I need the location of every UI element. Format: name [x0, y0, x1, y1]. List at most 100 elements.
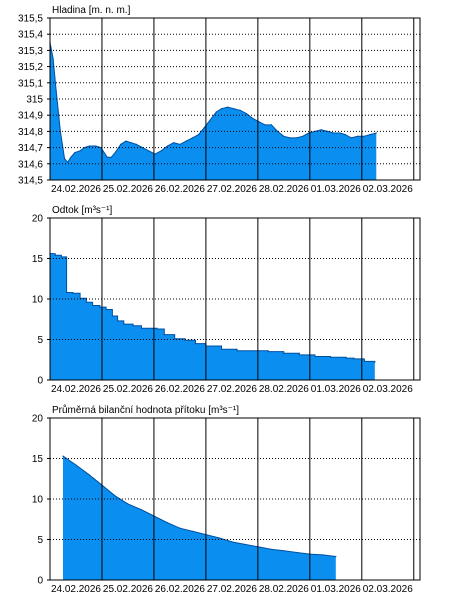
data-point: [106, 156, 108, 158]
data-point: [345, 357, 347, 359]
data-point: [179, 143, 181, 145]
y-tick-label: 314,8: [18, 127, 43, 138]
data-point: [264, 124, 266, 126]
data-point: [192, 530, 194, 533]
data-point: [72, 292, 74, 294]
x-tick-label: 25.02.2026: [103, 584, 153, 595]
y-tick-label: 20: [32, 414, 44, 425]
x-tick-label: 26.02.2026: [155, 384, 205, 395]
data-point: [198, 134, 200, 136]
data-point: [296, 551, 298, 554]
data-point: [132, 325, 134, 327]
x-tick-label: 01.03.2026: [311, 384, 361, 395]
x-tick-label: 28.02.2026: [259, 184, 309, 195]
data-point: [130, 142, 132, 144]
data-point: [335, 555, 337, 558]
data-point: [140, 327, 143, 329]
data-point: [123, 323, 125, 325]
data-point: [154, 153, 156, 155]
data-point: [79, 150, 81, 152]
data-point: [283, 352, 285, 354]
data-point: [141, 147, 144, 149]
x-tick-label: 24.02.2026: [51, 584, 101, 595]
y-tick-label: 314,6: [18, 159, 43, 170]
data-point: [117, 320, 119, 322]
data-point: [191, 137, 193, 139]
y-tick-label: 314,5: [18, 176, 43, 187]
data-point: [74, 151, 76, 154]
data-point: [88, 145, 91, 147]
data-point: [127, 503, 129, 505]
y-tick-label: 315,3: [18, 46, 43, 57]
data-point: [344, 134, 346, 136]
x-tick-label: 27.02.2026: [207, 184, 257, 195]
x-tick-label: 02.03.2026: [363, 184, 413, 195]
x-tick-label: 01.03.2026: [311, 184, 361, 195]
x-tick-label: 02.03.2026: [363, 384, 413, 395]
data-point: [125, 140, 127, 142]
data-point: [245, 113, 247, 115]
data-point: [55, 90, 57, 92]
data-point: [85, 301, 87, 303]
y-tick-label: 315,2: [18, 62, 43, 73]
data-point: [283, 550, 285, 552]
x-tick-label: 01.03.2026: [311, 584, 361, 595]
data-point: [185, 140, 187, 142]
y-tick-label: 314,7: [18, 143, 43, 154]
data-point: [295, 137, 297, 139]
x-tick-label: 26.02.2026: [155, 184, 205, 195]
x-tick-label: 24.02.2026: [51, 384, 101, 395]
data-point: [231, 541, 233, 543]
data-point: [326, 130, 329, 132]
data-point: [308, 132, 310, 134]
data-point: [75, 464, 77, 466]
data-point: [160, 150, 162, 152]
chart-title: Průměrná bilanční hodnota přítoku [m³s⁻¹…: [52, 404, 239, 416]
y-tick-label: 20: [32, 214, 44, 225]
data-point: [277, 130, 279, 132]
x-tick-label: 27.02.2026: [207, 384, 257, 395]
y-tick-label: 10: [32, 495, 44, 506]
data-point: [322, 554, 324, 556]
chart-1: Hladina [m. n. m.] 314,5 314,6 314,7 314,8 31…: [18, 5, 421, 195]
data-point: [62, 455, 64, 457]
data-point: [179, 527, 181, 529]
data-point: [99, 306, 101, 308]
data-point: [244, 543, 246, 546]
x-tick-label: 28.02.2026: [259, 584, 309, 595]
data-point: [173, 142, 175, 144]
chart-title: Hladina [m. n. m.]: [52, 5, 131, 16]
data-point: [209, 119, 211, 121]
y-tick-label: 15: [32, 454, 44, 465]
data-point: [218, 537, 220, 539]
x-tick-label: 02.03.2026: [363, 584, 413, 595]
data-point: [357, 135, 359, 137]
chart-2: Odtok [m³s⁻¹] 0 5 10 15 20 24.02.2026 25.02.202…: [32, 205, 421, 395]
data-point: [156, 328, 158, 330]
data-point: [227, 106, 229, 108]
data-point: [353, 358, 355, 360]
y-tick-label: 0: [37, 376, 43, 387]
data-point: [375, 132, 377, 134]
data-point: [105, 308, 107, 311]
data-point: [239, 109, 241, 111]
y-tick-label: 315: [26, 95, 43, 106]
series-area: [50, 253, 375, 380]
data-point: [252, 117, 254, 119]
data-point: [270, 124, 272, 126]
data-point: [148, 150, 150, 152]
data-point: [289, 137, 291, 139]
x-tick-label: 27.02.2026: [207, 584, 257, 595]
data-point: [67, 161, 69, 163]
plot-frame: [49, 417, 421, 581]
data-point: [236, 350, 238, 352]
data-point: [110, 156, 112, 158]
data-point: [88, 474, 90, 476]
data-point: [258, 121, 260, 123]
chart-title: Odtok [m³s⁻¹]: [52, 205, 113, 216]
data-point: [363, 360, 365, 362]
series-area: [63, 456, 336, 580]
chart-3: Průměrná bilanční hodnota přítoku [m³s⁻¹…: [32, 404, 421, 595]
y-tick-label: 5: [37, 535, 43, 546]
